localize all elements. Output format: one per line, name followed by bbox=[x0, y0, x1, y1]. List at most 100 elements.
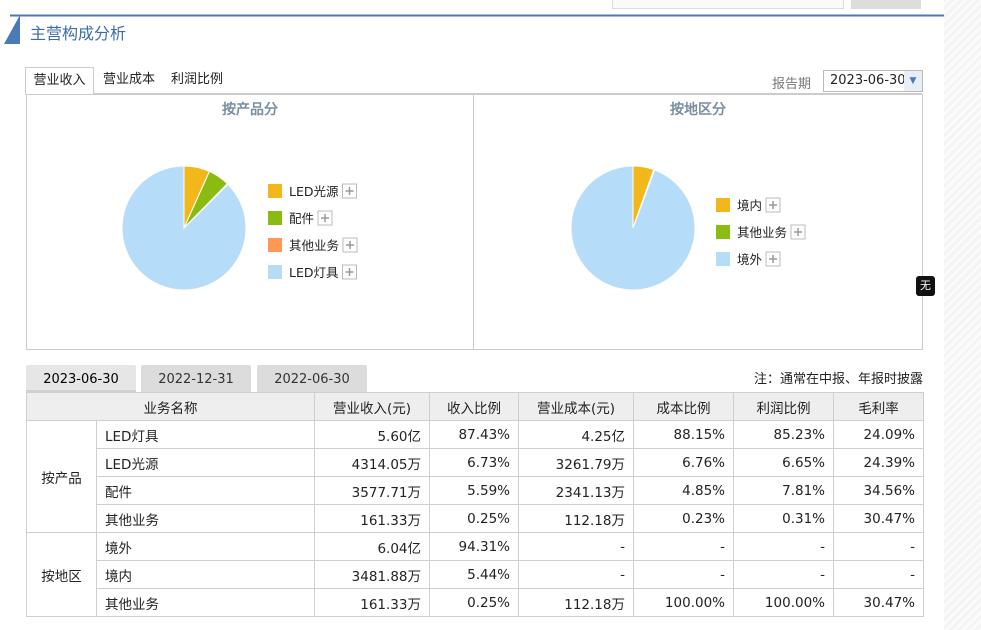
value-cell: 4314.05万 bbox=[314, 448, 430, 477]
value-cell: - bbox=[733, 532, 834, 561]
value-cell: 24.39% bbox=[833, 448, 924, 477]
legend-swatch bbox=[268, 211, 282, 225]
value-cell: - bbox=[833, 532, 924, 561]
value-cell: 3481.88万 bbox=[314, 560, 430, 589]
item-cell: 其他业务 bbox=[96, 504, 315, 533]
value-cell: 34.56% bbox=[833, 476, 924, 505]
value-cell: 30.47% bbox=[833, 588, 924, 617]
value-cell: 5.59% bbox=[429, 476, 519, 505]
date-tab[interactable]: 2022-06-30 bbox=[257, 365, 367, 392]
report-period-label: 报告期 bbox=[772, 77, 812, 92]
value-cell: 3261.79万 bbox=[518, 448, 634, 477]
legend-expand-icon bbox=[794, 228, 803, 236]
value-cell: 6.73% bbox=[429, 448, 519, 477]
legend-label: 境外 bbox=[737, 252, 763, 267]
header-row: 业务名称 营业收入(元) 收入比例 营业成本(元) 成本比例 利润比例 毛利率 bbox=[26, 392, 924, 421]
header-cell: 营业收入(元) bbox=[314, 392, 430, 421]
value-cell: - bbox=[518, 532, 634, 561]
value-cell: - bbox=[518, 560, 634, 589]
note: 注：通常在中报、年报时披露 bbox=[754, 372, 924, 387]
value-cell: 24.09% bbox=[833, 420, 924, 449]
value-cell: 3577.71万 bbox=[314, 476, 430, 505]
value-cell: 5.44% bbox=[429, 560, 519, 589]
legend-swatch bbox=[268, 265, 282, 279]
legend-label: LED灯具 bbox=[289, 265, 339, 280]
search-button[interactable] bbox=[851, 0, 921, 9]
item-cell: 境外 bbox=[96, 532, 315, 561]
value-cell: 87.43% bbox=[429, 420, 519, 449]
header-cell: 毛利率 bbox=[833, 392, 924, 421]
report-period-select[interactable]: 2023-06-30 ▼ bbox=[823, 70, 923, 92]
title-marker bbox=[4, 15, 20, 44]
value-cell: 161.33万 bbox=[314, 504, 430, 533]
value-cell: 7.81% bbox=[733, 476, 834, 505]
item-cell: 其他业务 bbox=[96, 588, 315, 617]
side-badge[interactable]: 无 bbox=[916, 276, 935, 296]
date-tab[interactable]: 2022-12-31 bbox=[141, 365, 251, 392]
header-cell: 成本比例 bbox=[633, 392, 734, 421]
legend-label: LED光源 bbox=[289, 184, 339, 199]
item-cell: LED光源 bbox=[96, 448, 315, 477]
legend-swatch bbox=[716, 252, 730, 266]
value-cell: 6.04亿 bbox=[314, 532, 430, 561]
legend-label: 其他业务 bbox=[737, 225, 787, 240]
header-cell: 业务名称 bbox=[26, 392, 315, 421]
table-row: 配件 3577.71万 5.59% 2341.13万 4.85% 7.81% 34.56% bbox=[27, 476, 924, 505]
legend-label: 其他业务 bbox=[289, 238, 339, 253]
legend-swatch bbox=[716, 225, 730, 239]
dropdown-arrow[interactable]: ▼ bbox=[904, 71, 922, 91]
section-title: 主营构成分析 bbox=[30, 24, 127, 43]
legend-expand-icon bbox=[769, 255, 778, 263]
value-cell: - bbox=[833, 560, 924, 589]
value-cell: - bbox=[633, 560, 734, 589]
value-cell: 6.76% bbox=[633, 448, 734, 477]
tab-line bbox=[26, 93, 922, 94]
legend-expand-icon bbox=[345, 268, 354, 276]
header-cell: 收入比例 bbox=[429, 392, 519, 421]
value-cell: 0.31% bbox=[733, 504, 834, 533]
search-box[interactable] bbox=[612, 0, 844, 9]
legend-label: 境内 bbox=[737, 198, 762, 213]
tab[interactable]: 营业成本 bbox=[103, 72, 156, 87]
group-cell: 按产品 bbox=[26, 420, 97, 533]
value-cell: 0.25% bbox=[429, 504, 519, 533]
legend-expand-icon bbox=[769, 201, 778, 209]
value-cell: - bbox=[733, 560, 834, 589]
chart-title: 按产品分 bbox=[222, 101, 278, 118]
item-cell: LED灯具 bbox=[96, 420, 315, 449]
legend-expand-icon bbox=[345, 187, 354, 195]
value-cell: 112.18万 bbox=[518, 588, 634, 617]
legend-expand-icon bbox=[321, 214, 330, 222]
data-table: 业务名称 营业收入(元) 收入比例 营业成本(元) 成本比例 利润比例 毛利率 按产品 LED灯… bbox=[26, 392, 924, 617]
value-cell: 100.00% bbox=[733, 588, 834, 617]
chart-title: 按地区分 bbox=[670, 101, 726, 118]
table-row: LED光源 4314.05万 6.73% 3261.79万 6.76% 6.65% 24.3… bbox=[27, 448, 924, 477]
group-cell: 按地区 bbox=[26, 532, 97, 617]
value-cell: 6.65% bbox=[733, 448, 834, 477]
tab[interactable]: 利润比例 bbox=[171, 72, 224, 87]
value-cell: 85.23% bbox=[733, 420, 834, 449]
value-cell: 94.31% bbox=[429, 532, 519, 561]
table-row: 其他业务 161.33万 0.25% 112.18万 100.00% 100.00% 30.… bbox=[27, 588, 924, 617]
table-row: 其他业务 161.33万 0.25% 112.18万 0.23% 0.31% 30.47% bbox=[27, 504, 924, 533]
value-cell: 30.47% bbox=[833, 504, 924, 533]
value-cell: 4.25亿 bbox=[518, 420, 634, 449]
value-cell: 5.60亿 bbox=[314, 420, 430, 449]
pie-slice bbox=[570, 165, 696, 291]
legend-swatch bbox=[268, 238, 282, 252]
title-bar bbox=[4, 14, 944, 44]
item-cell: 配件 bbox=[96, 476, 315, 505]
value-cell: 161.33万 bbox=[314, 588, 430, 617]
pie-slice bbox=[121, 165, 247, 291]
table-row: 境内 3481.88万 5.44% - - - - bbox=[27, 560, 924, 589]
main-panel: 主营构成分析 营业收入 营业成本 利润比例 报告期 2023-06-30 ▼ 按… bbox=[4, 0, 944, 617]
header-cell: 利润比例 bbox=[733, 392, 834, 421]
value-cell: 112.18万 bbox=[518, 504, 634, 533]
value-cell: 4.85% bbox=[633, 476, 734, 505]
value-cell: 2341.13万 bbox=[518, 476, 634, 505]
value-cell: 100.00% bbox=[633, 588, 734, 617]
date-tab[interactable]: 2023-06-30 bbox=[26, 365, 136, 392]
legend-label: 配件 bbox=[289, 211, 314, 226]
